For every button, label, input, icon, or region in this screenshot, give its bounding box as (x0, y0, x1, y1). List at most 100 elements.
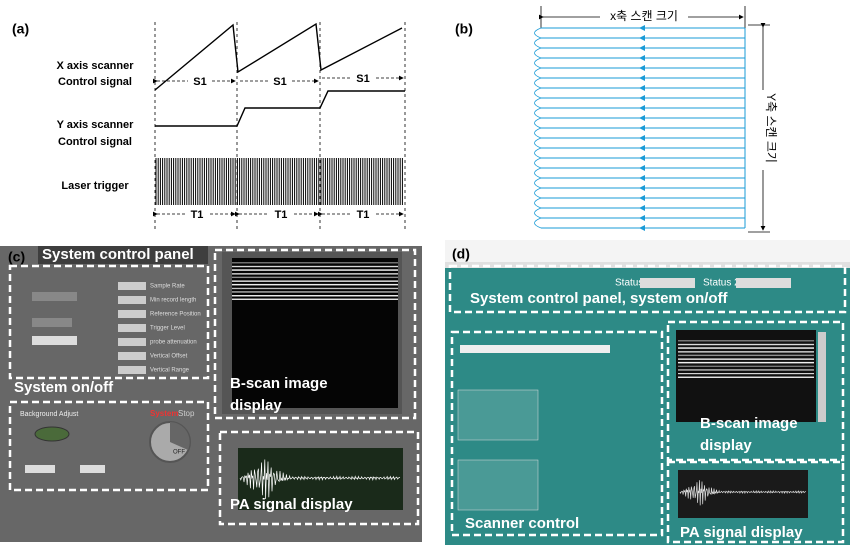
panel-label: (d) (452, 246, 470, 262)
laser-pulses (155, 158, 403, 205)
region-label: display (230, 397, 282, 414)
scan-turn (534, 67, 542, 79)
status-label: Status 2 (703, 278, 740, 289)
b-scan-line (232, 288, 398, 290)
pa-waveform (239, 459, 401, 500)
b-scan-line (232, 269, 398, 271)
region-label: System control panel (42, 246, 194, 263)
b-scan-line (232, 295, 398, 297)
scan-turn (534, 77, 542, 89)
b-scan-line (678, 340, 814, 342)
b-scan-line (232, 280, 398, 282)
scan-turn (534, 137, 542, 149)
b-scan-line (678, 354, 814, 356)
region-label: PA signal display (680, 524, 803, 541)
b-scan-line (232, 298, 398, 300)
b-scan-line (678, 369, 814, 371)
region-box (213, 248, 417, 420)
b-scan-line (678, 344, 814, 346)
control-fields: Sample Rate Min record length Reference Po… (118, 282, 201, 374)
input-field (118, 310, 146, 318)
input-field (118, 324, 146, 332)
region-label: System on/off (14, 379, 114, 396)
b-scan-line (232, 262, 398, 264)
region-label: display (700, 437, 752, 454)
b-scan-line (678, 354, 814, 357)
scan-turn (534, 47, 542, 59)
b-scan-image (232, 258, 398, 408)
b-scan-lines (232, 262, 398, 300)
control-label: Background Adjust (20, 411, 78, 418)
b-scan-line (678, 373, 814, 375)
scan-turn (534, 37, 542, 49)
scan-turn (534, 107, 542, 119)
region-box (450, 330, 664, 537)
scan-turn (534, 177, 542, 189)
scan-turn (534, 127, 542, 139)
control-label: Reference Position (150, 312, 201, 318)
scan-size-label: x축 스캔 크기 (610, 9, 678, 23)
input-field (118, 282, 146, 290)
scan-turn (534, 197, 542, 209)
s-arrows (153, 75, 404, 84)
b-scan-line (678, 376, 814, 378)
status-label: Status (615, 278, 643, 289)
input-field (118, 366, 146, 374)
period-label: T1 (357, 209, 370, 221)
input-field (118, 352, 146, 360)
button-label: OFF (173, 450, 185, 456)
b-scan-line (678, 362, 814, 364)
b-scan-line (678, 358, 814, 360)
b-scan-lines (678, 340, 814, 378)
b-scan-line (232, 276, 398, 279)
scan-turn (534, 27, 542, 39)
period-label: S1 (193, 76, 206, 88)
region-label: B-scan image (700, 415, 798, 432)
period-label: T1 (191, 209, 204, 221)
b-scan-line (232, 262, 398, 264)
region-box (8, 400, 210, 492)
b-scan-image (676, 330, 816, 422)
panel-c: (c) System control panel Sample Rate Min … (0, 246, 422, 542)
signal-label: Control signal (58, 76, 132, 88)
period-label: S1 (273, 76, 286, 88)
control-label: probe attenuation (150, 340, 197, 346)
region-box (448, 264, 847, 314)
region-label: PA signal display (230, 496, 353, 513)
period-label: T1 (275, 209, 288, 221)
region-box (8, 264, 210, 380)
signal-label: Control signal (58, 136, 132, 148)
panel-d: (d) Status Status 2 System control panel… (445, 240, 850, 545)
control-label: Vertical Offset (150, 354, 188, 360)
scan-turn (534, 117, 542, 129)
raster-pattern (534, 25, 746, 231)
b-scan-line (678, 351, 814, 353)
b-scan-line (232, 291, 398, 293)
signal-label: Y axis scanner (57, 119, 135, 131)
b-scan-line (232, 273, 398, 275)
b-scan-line (232, 284, 398, 286)
panel-label: (c) (8, 249, 25, 265)
b-scan-line (678, 365, 814, 367)
toggle-button[interactable] (34, 426, 70, 442)
scan-turn (534, 167, 542, 179)
control-label: Trigger Level (150, 326, 185, 332)
input-field (118, 338, 146, 346)
b-scan-line (232, 266, 398, 268)
pa-waveform (679, 480, 807, 506)
region-label: Scanner control (465, 515, 579, 532)
scan-turn (534, 217, 542, 229)
control-label: Vertical Range (150, 368, 190, 374)
x-sawtooth (154, 22, 403, 91)
period-label: S1 (356, 73, 369, 85)
control-label: Sample Rate (150, 284, 185, 290)
control-label: Stop (178, 409, 195, 418)
region-box (666, 320, 845, 462)
b-scan-line (678, 347, 814, 349)
b-scan-line (232, 276, 398, 278)
scan-turn (534, 57, 542, 69)
scan-turn (534, 147, 542, 159)
signal-label: X axis scanner (56, 60, 134, 72)
